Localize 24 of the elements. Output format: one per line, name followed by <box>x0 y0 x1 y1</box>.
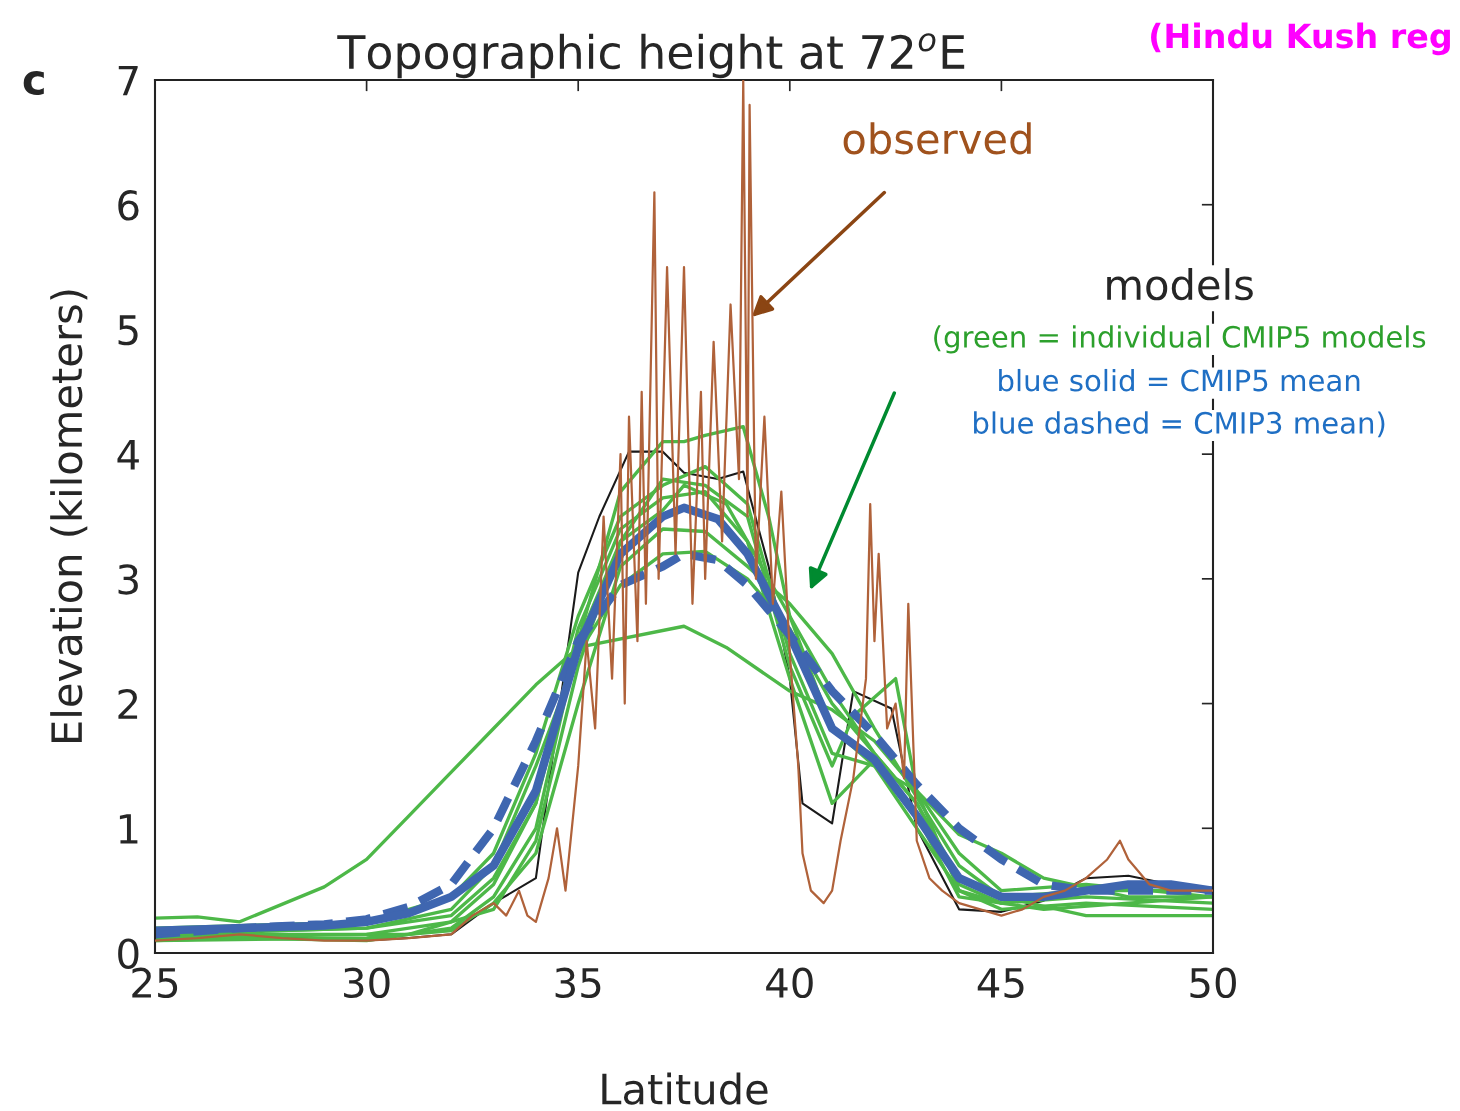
annotation: models <box>1107 268 1253 301</box>
x-axis-title: Latitude <box>602 1072 768 1105</box>
chart-title: Topographic height at 72$^{o}$E <box>337 33 965 79</box>
y-tick-label: 5 <box>118 315 138 346</box>
y-tick-label: 1 <box>119 814 138 844</box>
y-tick-label: 4 <box>117 440 139 470</box>
text: c <box>23 71 44 96</box>
annotation: blue dashed = CMIP3 mean) <box>974 411 1385 438</box>
annotation: blue solid = CMIP5 mean <box>999 368 1360 392</box>
x-tick-label: 25 <box>132 967 178 999</box>
x-tick-label: 30 <box>344 967 390 999</box>
x-tick-label: 50 <box>1190 967 1236 999</box>
y-axis-title: Elevation (kilometers) <box>50 290 88 742</box>
text: (Hindu Kush reg <box>1151 22 1450 56</box>
x-tick-label: 40 <box>766 967 813 999</box>
x-tick-label: 35 <box>555 967 601 999</box>
annotation: (green = individual CMIP5 models <box>934 325 1426 354</box>
x-tick-label: 45 <box>977 968 1024 999</box>
y-tick-label: 2 <box>118 688 138 719</box>
y-tick-label: 7 <box>118 65 138 96</box>
y-tick-label: 3 <box>118 564 138 595</box>
y-tick-label: 0 <box>118 938 139 969</box>
y-tick-label: 6 <box>118 190 139 221</box>
annotation: observed <box>843 122 1031 155</box>
